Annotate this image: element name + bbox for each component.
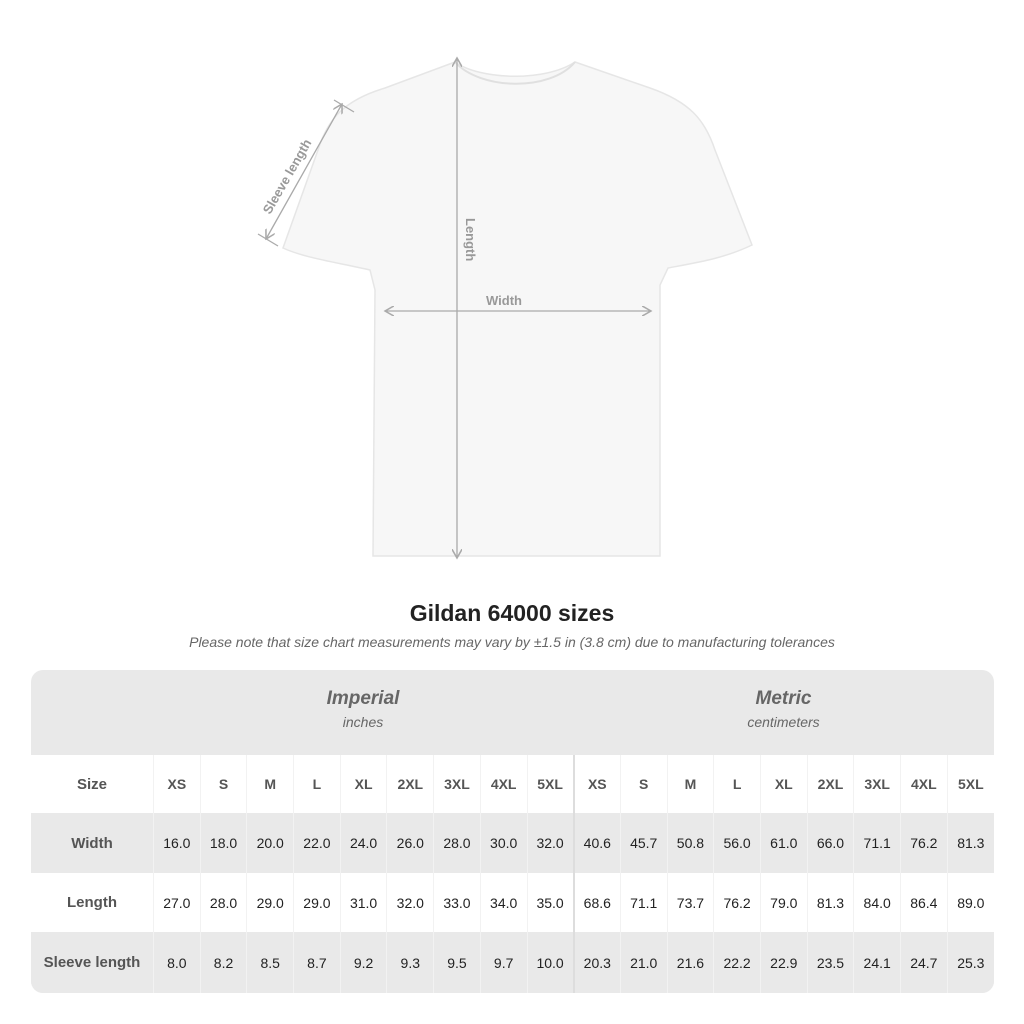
imperial-unit: inches <box>342 714 384 730</box>
imperial-cell: 16.0 <box>153 813 201 873</box>
metric-cell: 22.9 <box>759 932 808 993</box>
metric-cell: 71.1 <box>853 813 901 873</box>
metric-cell: M <box>666 755 714 813</box>
metric-cell: 61.0 <box>759 813 808 873</box>
imperial-cell: 31.0 <box>339 873 387 932</box>
metric-header: Metric centimeters <box>573 670 994 755</box>
table-row: Width 16.0 18.0 20.0 22.0 24.0 26.0 28.0 30.0 32.… <box>31 813 994 873</box>
imperial-cell: 18.0 <box>199 813 247 873</box>
metric-cell: 76.2 <box>900 813 948 873</box>
size-grid: Size XS S M L XL 2XL 3XL 4XL 5XL XS S M L XL 2XL 3XL 4XL 5… <box>31 755 994 993</box>
imperial-cell: XL <box>339 755 387 813</box>
metric-cell: 86.4 <box>900 873 948 932</box>
metric-title: Metric <box>755 688 812 709</box>
chart-title: Gildan 64000 sizes <box>409 600 615 626</box>
metric-cell: S <box>619 755 668 813</box>
imperial-cell: 29.0 <box>293 873 341 932</box>
metric-cell: XS <box>572 755 621 813</box>
metric-cell: 68.6 <box>572 873 621 932</box>
imperial-cell: 35.0 <box>526 873 574 932</box>
metric-cell: 21.0 <box>619 932 668 993</box>
imperial-cell: 30.0 <box>479 813 527 873</box>
imperial-cell: 9.3 <box>386 932 434 993</box>
imperial-cell: 4XL <box>479 755 527 813</box>
tshirt-shape <box>282 61 753 557</box>
metric-cell: 45.7 <box>619 813 668 873</box>
metric-cell: 71.1 <box>619 873 668 932</box>
imperial-cell: 33.0 <box>433 873 481 932</box>
metric-unit: centimeters <box>747 714 820 730</box>
metric-cell: 81.3 <box>946 813 994 873</box>
imperial-cell: 28.0 <box>199 873 247 932</box>
metric-cell: 50.8 <box>666 813 714 873</box>
metric-cell: 2XL <box>806 755 854 813</box>
metric-cell: 20.3 <box>572 932 621 993</box>
imperial-title: Imperial <box>326 688 400 709</box>
imperial-cell: 10.0 <box>526 932 574 993</box>
row-header: Sleeve length <box>31 932 154 993</box>
metric-cell: 3XL <box>853 755 901 813</box>
table-row: Length 27.0 28.0 29.0 29.0 31.0 32.0 33.0 34.0 35… <box>31 873 994 932</box>
metric-cell: 89.0 <box>946 873 994 932</box>
imperial-cell: 20.0 <box>246 813 294 873</box>
length-label: Length <box>463 218 478 261</box>
imperial-cell: 32.0 <box>526 813 574 873</box>
imperial-cell: 9.2 <box>339 932 387 993</box>
metric-cell: 56.0 <box>713 813 761 873</box>
metric-cell: 79.0 <box>759 873 808 932</box>
imperial-cell: 28.0 <box>433 813 481 873</box>
imperial-cell: 26.0 <box>386 813 434 873</box>
imperial-cell: 3XL <box>433 755 481 813</box>
metric-cell: 5XL <box>946 755 994 813</box>
imperial-cell: XS <box>153 755 201 813</box>
metric-cell: 23.5 <box>806 932 854 993</box>
metric-cell: 81.3 <box>806 873 854 932</box>
imperial-cell: 8.0 <box>153 932 201 993</box>
metric-cell: 24.1 <box>853 932 901 993</box>
metric-cell: 25.3 <box>946 932 994 993</box>
metric-cell: 4XL <box>900 755 948 813</box>
imperial-cell: 22.0 <box>293 813 341 873</box>
metric-cell: 24.7 <box>900 932 948 993</box>
imperial-cell: 8.7 <box>293 932 341 993</box>
imperial-cell: M <box>246 755 294 813</box>
imperial-header: Imperial inches <box>153 670 573 755</box>
metric-cell: 40.6 <box>572 813 621 873</box>
width-label: Width <box>486 293 522 308</box>
imperial-cell: 8.2 <box>199 932 247 993</box>
imperial-cell: L <box>293 755 341 813</box>
imperial-cell: 27.0 <box>153 873 201 932</box>
metric-cell: 22.2 <box>713 932 761 993</box>
metric-cell: 84.0 <box>853 873 901 932</box>
metric-cell: 21.6 <box>666 932 714 993</box>
table-row: Sleeve length 8.0 8.2 8.5 8.7 9.2 9.3 9.5 9.7 10.… <box>31 932 994 993</box>
row-header: Width <box>31 813 154 873</box>
size-table: Imperial inches Metric centimeters Size X… <box>31 670 994 993</box>
imperial-cell: S <box>199 755 247 813</box>
tolerance-note: Please note that size chart measurements… <box>189 634 835 650</box>
metric-cell: 73.7 <box>666 873 714 932</box>
imperial-cell: 5XL <box>526 755 574 813</box>
imperial-cell: 34.0 <box>479 873 527 932</box>
metric-cell: XL <box>759 755 808 813</box>
row-header: Size <box>31 755 154 813</box>
imperial-cell: 9.7 <box>479 932 527 993</box>
table-row: Size XS S M L XL 2XL 3XL 4XL 5XL XS S M L XL 2XL 3XL 4XL 5… <box>31 755 994 813</box>
tshirt-diagram: Sleeve length Length Width <box>257 0 753 580</box>
metric-cell: 76.2 <box>713 873 761 932</box>
metric-cell: L <box>713 755 761 813</box>
row-header: Length <box>31 873 154 932</box>
imperial-cell: 9.5 <box>433 932 481 993</box>
imperial-cell: 2XL <box>386 755 434 813</box>
imperial-cell: 8.5 <box>246 932 294 993</box>
metric-cell: 66.0 <box>806 813 854 873</box>
sleeve-length-line <box>266 104 342 239</box>
imperial-cell: 24.0 <box>339 813 387 873</box>
imperial-cell: 29.0 <box>246 873 294 932</box>
imperial-cell: 32.0 <box>386 873 434 932</box>
